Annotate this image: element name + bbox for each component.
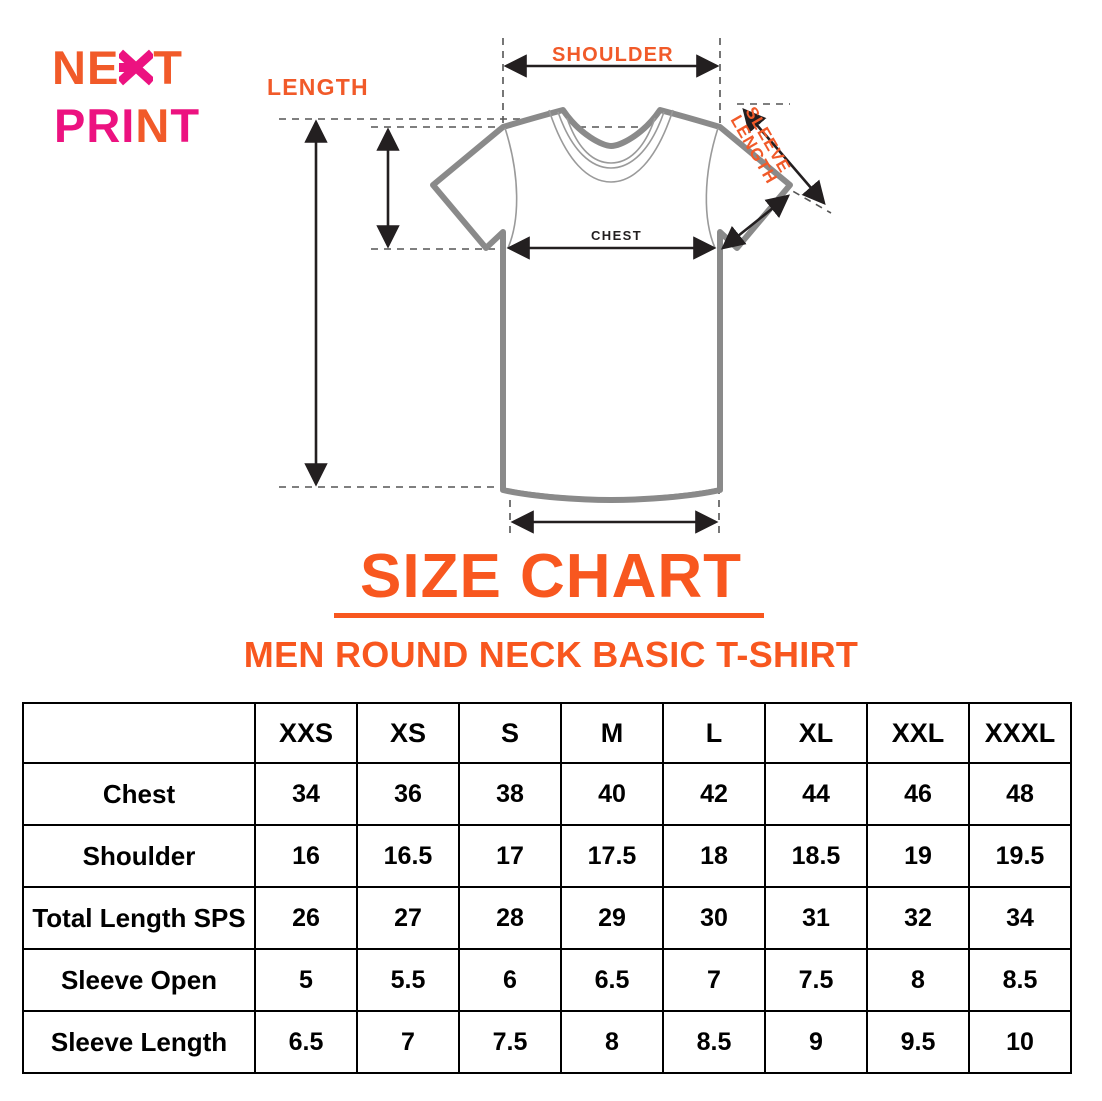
cell: 34 xyxy=(254,762,358,826)
cell: 7.5 xyxy=(458,1010,562,1074)
cell: 26 xyxy=(254,886,358,950)
row-label-total-length-sps: Total Length SPS xyxy=(22,886,256,950)
row-label-sleeve-open: Sleeve Open xyxy=(22,948,256,1012)
brand-logo-t: T xyxy=(153,41,184,94)
cell: 29 xyxy=(560,886,664,950)
cell: 46 xyxy=(866,762,970,826)
page-title: SIZE CHART xyxy=(360,542,742,611)
size-header-xs: XS xyxy=(356,702,460,764)
cell: 6.5 xyxy=(560,948,664,1012)
cell: 18.5 xyxy=(764,824,868,888)
size-chart-table: XXS XS S M L XL XXL XXXL Chest 34 36 38 … xyxy=(22,702,1072,1074)
page-subtitle: MEN ROUND NECK BASIC T-SHIRT xyxy=(243,634,859,675)
chest-label: CHEST xyxy=(591,228,643,243)
cell: 19 xyxy=(866,824,970,888)
brand-logo-line-print: PRINT xyxy=(54,102,200,149)
table-row: Sleeve Length 6.5 7 7.5 8 8.5 9 9.5 10 xyxy=(22,1010,1072,1074)
cell: 9 xyxy=(764,1010,868,1074)
table-row: Total Length SPS 26 27 28 29 30 31 32 34 xyxy=(22,886,1072,950)
cell: 30 xyxy=(662,886,766,950)
size-header-xxxl: XXXL xyxy=(968,702,1072,764)
cell: 16.5 xyxy=(356,824,460,888)
cell: 18 xyxy=(662,824,766,888)
cell: 16 xyxy=(254,824,358,888)
cell: 28 xyxy=(458,886,562,950)
header-row: XXS XS S M L XL XXL XXXL xyxy=(22,702,1072,764)
brand-logo-n: N xyxy=(135,99,171,152)
size-header-xl: XL xyxy=(764,702,868,764)
cell: 27 xyxy=(356,886,460,950)
size-header-xxl: XXL xyxy=(866,702,970,764)
cell: 8.5 xyxy=(968,948,1072,1012)
size-header-l: L xyxy=(662,702,766,764)
cell: 32 xyxy=(866,886,970,950)
brand-logo-print-t: T xyxy=(170,99,201,152)
brand-logo-pri: PRI xyxy=(54,99,136,152)
cell: 17.5 xyxy=(560,824,664,888)
sleeve-length-dimension-arrow xyxy=(742,108,826,205)
cell: 8 xyxy=(866,948,970,1012)
row-label-chest: Chest xyxy=(22,762,256,826)
cell: 10 xyxy=(968,1010,1072,1074)
size-chart-header: XXS XS S M L XL XXL XXXL xyxy=(22,702,1072,764)
size-header-xxs: XXS xyxy=(254,702,358,764)
cell: 36 xyxy=(356,762,460,826)
cell: 6.5 xyxy=(254,1010,358,1074)
cell: 7 xyxy=(356,1010,460,1074)
size-chart-body: Chest 34 36 38 40 42 44 46 48 Shoulder 1… xyxy=(22,762,1072,1074)
cell: 7.5 xyxy=(764,948,868,1012)
cell: 17 xyxy=(458,824,562,888)
cell: 9.5 xyxy=(866,1010,970,1074)
brand-logo-ne: NE xyxy=(52,41,120,94)
cell: 40 xyxy=(560,762,664,826)
brand-logo-line-next: NE T xyxy=(52,44,183,91)
size-header-m: M xyxy=(560,702,664,764)
tshirt-measurement-diagram: LENGTH SHOULDER SLEEVE LENGTH CHEST xyxy=(0,0,1102,545)
table-row: Shoulder 16 16.5 17 17.5 18 18.5 19 19.5 xyxy=(22,824,1072,888)
sleeve-inner-arrow xyxy=(720,194,791,250)
cell: 5 xyxy=(254,948,358,1012)
cell: 6 xyxy=(458,948,562,1012)
table-row: Sleeve Open 5 5.5 6 6.5 7 7.5 8 8.5 xyxy=(22,948,1072,1012)
cell: 19.5 xyxy=(968,824,1072,888)
brand-logo-x-icon xyxy=(119,44,154,91)
cell: 31 xyxy=(764,886,868,950)
cell: 8.5 xyxy=(662,1010,766,1074)
length-label: LENGTH xyxy=(267,74,369,100)
size-chart-table-wrapper: XXS XS S M L XL XXL XXXL Chest 34 36 38 … xyxy=(22,702,1072,1074)
row-label-sleeve-length: Sleeve Length xyxy=(22,1010,256,1074)
cell: 8 xyxy=(560,1010,664,1074)
page-title-underline xyxy=(334,613,764,618)
cell: 38 xyxy=(458,762,562,826)
cell: 5.5 xyxy=(356,948,460,1012)
cell: 44 xyxy=(764,762,868,826)
brand-logo: NE T PRINT xyxy=(52,44,272,159)
corner-cell xyxy=(22,702,256,764)
table-row: Chest 34 36 38 40 42 44 46 48 xyxy=(22,762,1072,826)
cell: 48 xyxy=(968,762,1072,826)
cell: 7 xyxy=(662,948,766,1012)
size-header-s: S xyxy=(458,702,562,764)
shoulder-label: SHOULDER xyxy=(552,44,674,66)
tshirt-diagram-svg xyxy=(279,38,832,535)
cell: 42 xyxy=(662,762,766,826)
tshirt-outline xyxy=(430,107,793,503)
cell: 34 xyxy=(968,886,1072,950)
row-label-shoulder: Shoulder xyxy=(22,824,256,888)
